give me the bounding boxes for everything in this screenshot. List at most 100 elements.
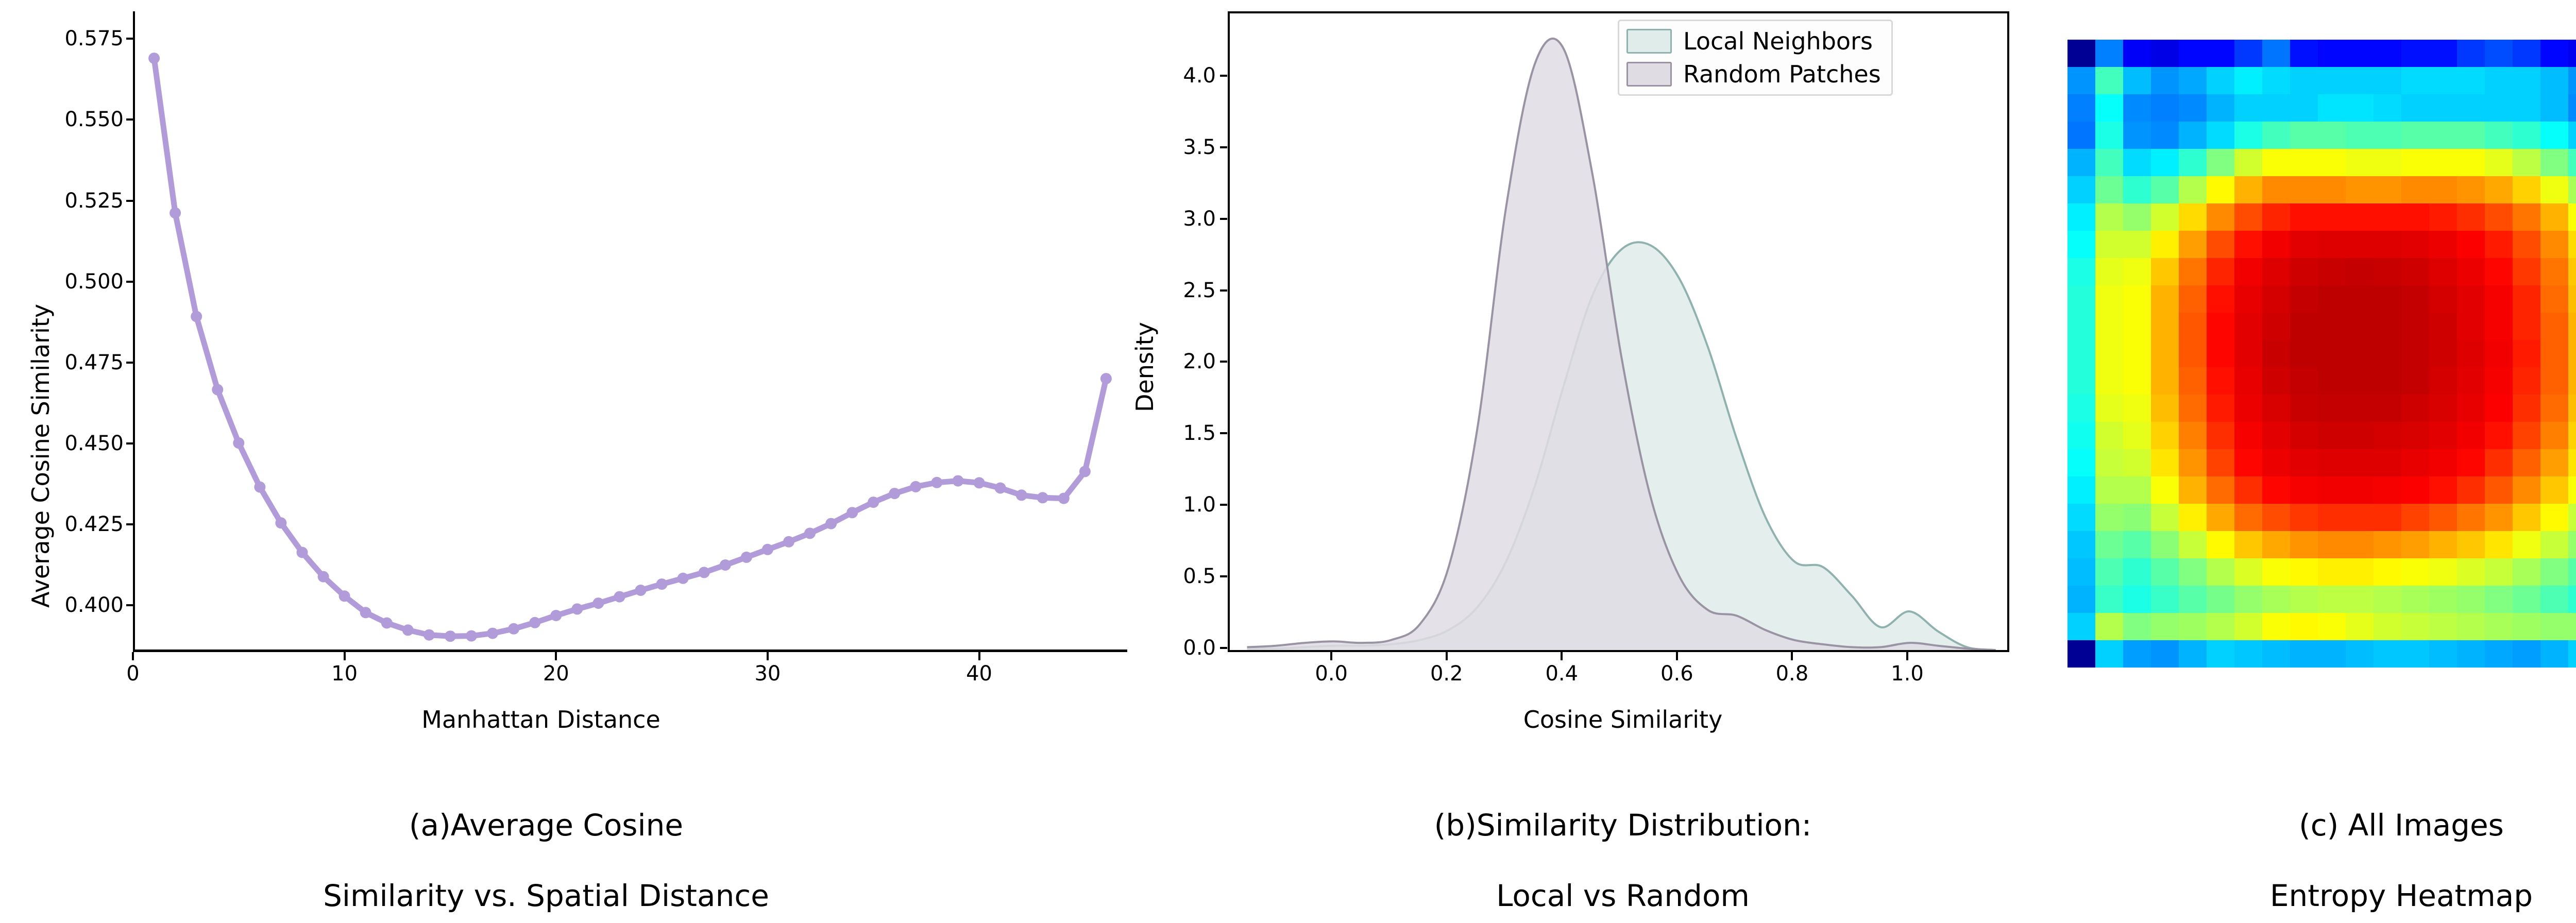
panel-b-x-tickmark (1561, 652, 1563, 660)
legend-entry: Random Patches (1626, 60, 1881, 88)
panel-a-data-point (931, 476, 943, 488)
heatmap-cell (2568, 67, 2576, 94)
heatmap-cell (2346, 40, 2374, 67)
heatmap-cell (2540, 640, 2568, 668)
heatmap-cell (2457, 40, 2485, 67)
panel-b-x-tickmark (1791, 652, 1793, 660)
heatmap-cell (2457, 285, 2485, 313)
heatmap-cell (2207, 449, 2234, 476)
heatmap-cell (2568, 613, 2576, 640)
heatmap-cell (2095, 558, 2123, 586)
legend-label: Random Patches (1683, 60, 1881, 88)
heatmap-cell (2457, 422, 2485, 449)
heatmap-cell (2429, 94, 2457, 122)
heatmap-cell (2401, 586, 2429, 613)
heatmap-cell (2290, 67, 2318, 94)
heatmap-cell (2568, 586, 2576, 613)
heatmap-cell (2513, 40, 2540, 67)
heatmap-cell (2095, 231, 2123, 258)
heatmap-cell (2234, 231, 2262, 258)
heatmap-cell (2179, 285, 2207, 313)
panel-b-y-tickmark (1220, 361, 1227, 363)
heatmap-cell (2234, 395, 2262, 422)
panel-a-data-point (1079, 466, 1091, 477)
heatmap-cell (2513, 613, 2540, 640)
heatmap-cell (2207, 395, 2234, 422)
heatmap-cell (2374, 94, 2401, 122)
heatmap-cell (2234, 586, 2262, 613)
heatmap-cell (2179, 122, 2207, 149)
panel-a-data-point (868, 497, 879, 508)
heatmap-cell (2457, 395, 2485, 422)
panel-b-y-tick: 1.0 (1183, 493, 1216, 517)
heatmap-cell (2067, 558, 2095, 586)
heatmap-cell (2290, 258, 2318, 285)
heatmap-cell (2513, 531, 2540, 558)
heatmap-cell (2540, 285, 2568, 313)
heatmap-cell (2513, 203, 2540, 231)
panel-b-caption-line2: Local vs Random (1496, 878, 1750, 914)
panel-a-y-axis-spine (133, 11, 135, 652)
heatmap-cell (2429, 558, 2457, 586)
heatmap-cell (2290, 640, 2318, 668)
heatmap-cell (2262, 340, 2290, 367)
panel-b-y-tick: 3.0 (1183, 207, 1216, 231)
panel-b-x-tick: 1.0 (1891, 662, 1924, 686)
heatmap-cell (2262, 558, 2290, 586)
heatmap-cell (2179, 94, 2207, 122)
heatmap-cell (2318, 285, 2346, 313)
heatmap-cell (2318, 340, 2346, 367)
heatmap-cell (2429, 586, 2457, 613)
heatmap-cell (2457, 558, 2485, 586)
heatmap-cell (2179, 176, 2207, 203)
heatmap-cell (2374, 586, 2401, 613)
heatmap-cell (2346, 231, 2374, 258)
heatmap-cell (2568, 395, 2576, 422)
heatmap-cell (2318, 422, 2346, 449)
heatmap-cell (2346, 613, 2374, 640)
panel-b-x-tick: 0.8 (1775, 662, 1809, 686)
heatmap-cell (2540, 258, 2568, 285)
heatmap-cell (2568, 231, 2576, 258)
heatmap-cell (2568, 422, 2576, 449)
heatmap-cell (2234, 449, 2262, 476)
panel-a-data-point (275, 517, 287, 529)
heatmap-cell (2540, 531, 2568, 558)
heatmap-cell (2318, 231, 2346, 258)
heatmap-cell (2095, 531, 2123, 558)
heatmap-cell (2540, 613, 2568, 640)
panel-c-entropy-heatmap (2067, 40, 2576, 668)
heatmap-cell (2540, 67, 2568, 94)
panel-a-data-point (825, 518, 837, 529)
panel-a-y-tickmark (126, 199, 133, 202)
heatmap-cell (2429, 340, 2457, 367)
heatmap-cell (2207, 367, 2234, 395)
heatmap-cell (2540, 449, 2568, 476)
heatmap-cell (2429, 40, 2457, 67)
heatmap-cell (2318, 558, 2346, 586)
heatmap-cell (2485, 258, 2513, 285)
heatmap-cell (2568, 340, 2576, 367)
panel-a-data-point (254, 481, 266, 493)
heatmap-cell (2207, 586, 2234, 613)
heatmap-cell (2401, 340, 2429, 367)
heatmap-cell (2540, 422, 2568, 449)
heatmap-cell (2123, 476, 2151, 504)
heatmap-cell (2429, 640, 2457, 668)
heatmap-cell (2095, 586, 2123, 613)
heatmap-cell (2151, 422, 2179, 449)
heatmap-cell (2207, 258, 2234, 285)
panel-a-y-tick: 0.450 (64, 431, 124, 455)
heatmap-cell (2234, 258, 2262, 285)
heatmap-cell (2374, 258, 2401, 285)
heatmap-cell (2123, 586, 2151, 613)
heatmap-cell (2513, 285, 2540, 313)
heatmap-cell (2095, 476, 2123, 504)
heatmap-cell (2151, 40, 2179, 67)
heatmap-cell (2485, 176, 2513, 203)
panel-b-y-tick: 0.0 (1183, 636, 1216, 660)
heatmap-cell (2179, 367, 2207, 395)
heatmap-cell (2568, 367, 2576, 395)
heatmap-cell (2374, 67, 2401, 94)
heatmap-cell (2290, 558, 2318, 586)
